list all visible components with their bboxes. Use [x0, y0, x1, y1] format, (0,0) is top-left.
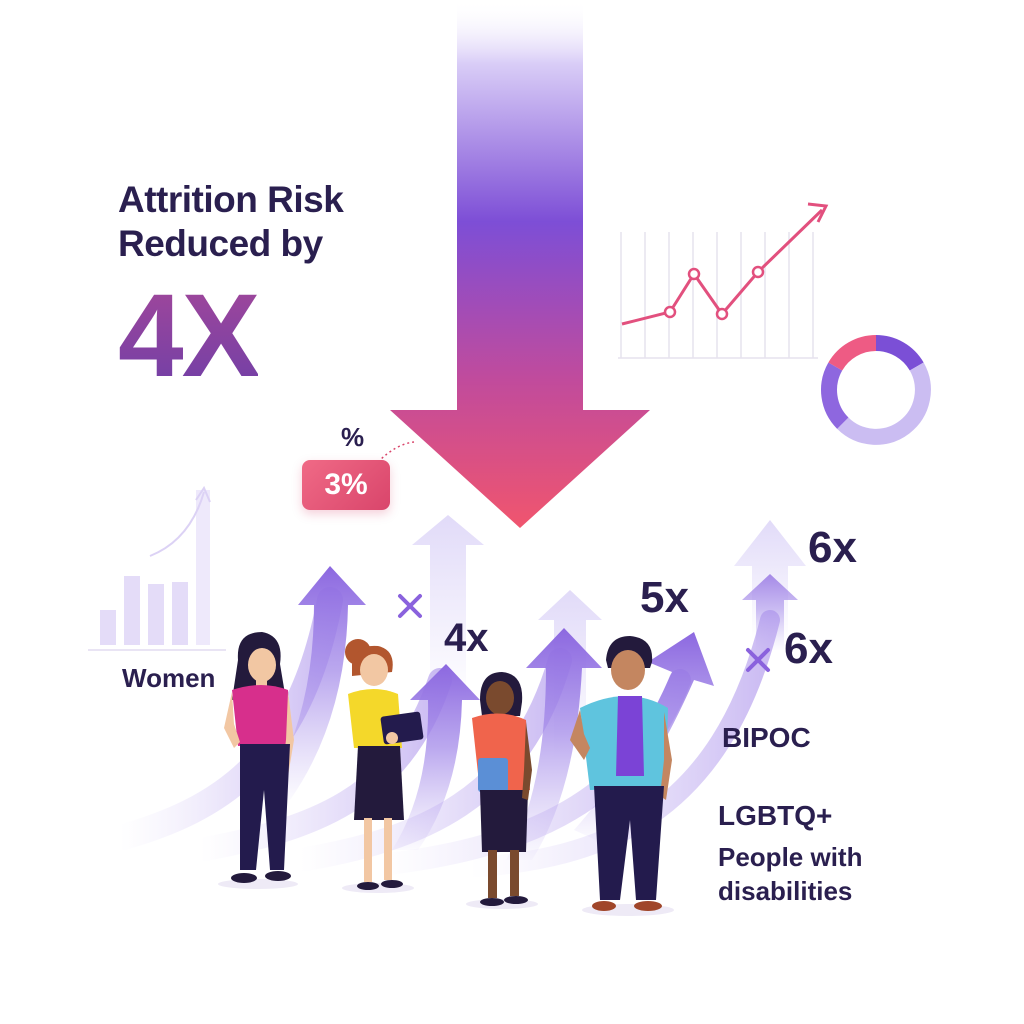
x-mark-icon: [398, 594, 422, 618]
percent-badge: 3%: [302, 460, 390, 510]
headline-line-1: Attrition Risk: [118, 179, 344, 220]
x-mark-icon: [746, 648, 770, 672]
bar-chart-icon: [88, 485, 226, 651]
headline: Attrition Risk Reduced by: [118, 178, 344, 266]
person-woman-coral: [466, 672, 538, 909]
person-woman-pink: [218, 632, 298, 889]
growth-arrow-icon: [506, 628, 602, 860]
multiplier-4x: 4x: [444, 616, 489, 660]
person-woman-yellow: [342, 639, 424, 893]
down-arrow-graphic: [390, 0, 650, 528]
group-label-disabilities-line-1: People with: [718, 842, 863, 872]
big-value: 4X: [118, 270, 260, 402]
group-label-disabilities-line-2: disabilities: [718, 876, 853, 906]
group-label-lgbtq: LGBTQ+: [718, 800, 833, 831]
growth-arrow-icon: [412, 515, 484, 700]
percent-symbol: %: [341, 422, 365, 452]
headline-line-2: Reduced by: [118, 223, 323, 264]
multiplier-6x-top: 6x: [808, 523, 857, 572]
group-label-bipoc: BIPOC: [722, 722, 811, 753]
growth-arrow-icon: [262, 566, 366, 800]
donut-chart-icon: [821, 335, 931, 445]
line-chart-icon: [618, 232, 818, 359]
group-label-disabilities: People with disabilities: [718, 840, 862, 908]
multiplier-5x: 5x: [640, 573, 689, 622]
multiplier-6x-mid: 6x: [784, 624, 833, 673]
person-man-teal: [570, 636, 674, 916]
growth-arrow-icon: [392, 664, 480, 850]
growth-arrow-icon: [742, 574, 798, 650]
group-label-women: Women: [122, 663, 216, 693]
